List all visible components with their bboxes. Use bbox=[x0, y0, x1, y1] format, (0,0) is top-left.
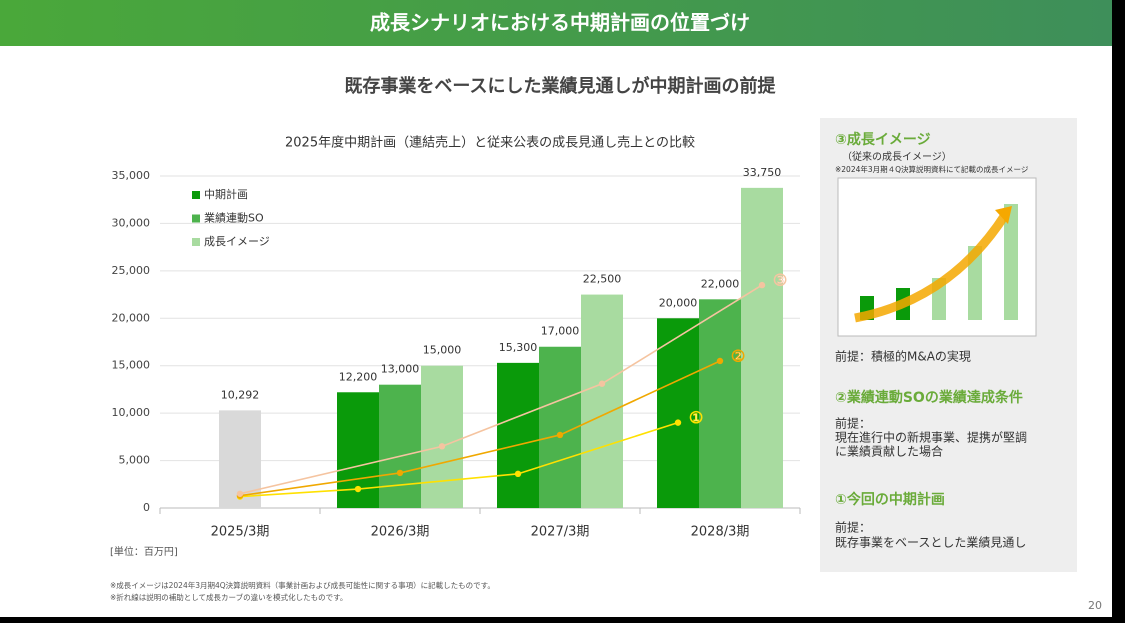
legend-swatch bbox=[192, 238, 200, 246]
panel-text: 既存事業をベースとした業績見通し bbox=[835, 536, 1026, 550]
bar bbox=[421, 365, 463, 508]
y-tick-label: 30,000 bbox=[112, 216, 151, 229]
panel-heading: ①今回の中期計画 bbox=[835, 491, 945, 508]
guide-point bbox=[716, 357, 724, 365]
x-tick-label: 2025/3期 bbox=[211, 525, 270, 540]
value-label: 15,000 bbox=[423, 344, 462, 357]
panel-text: 前提：積極的M&Aの実現 bbox=[835, 349, 971, 364]
legend-swatch bbox=[192, 191, 200, 199]
y-tick-label: 5,000 bbox=[119, 454, 151, 467]
footnote: ※成長イメージは2024年3月期4Q決算説明資料（事業計画および成長可能性に関す… bbox=[110, 580, 495, 590]
thumbnail-shape bbox=[1004, 204, 1018, 320]
guide-point bbox=[438, 443, 446, 450]
guide-line bbox=[239, 360, 721, 497]
footnote: ※折れ線は説明の補助として成長カーブの違いを模式化したものです。 bbox=[110, 592, 347, 602]
thumbnail-arrow bbox=[854, 212, 1009, 323]
line-label: ② bbox=[731, 346, 745, 365]
y-tick-label: 20,000 bbox=[112, 311, 151, 324]
value-label: 15,300 bbox=[499, 341, 538, 354]
legend-swatch bbox=[192, 214, 200, 223]
value-label: 22,000 bbox=[701, 277, 740, 290]
y-tick-label: 10,000 bbox=[112, 406, 151, 419]
value-label: 22,500 bbox=[583, 273, 622, 286]
x-tick-label: 2027/3期 bbox=[531, 525, 590, 540]
guide-line bbox=[239, 284, 763, 495]
bar bbox=[379, 384, 421, 508]
guide-point bbox=[674, 419, 682, 426]
bar bbox=[657, 318, 699, 508]
panel-text: 前提： bbox=[835, 520, 871, 535]
header-band bbox=[0, 0, 1112, 46]
value-label: 13,000 bbox=[381, 363, 420, 376]
panel-text: 前提： bbox=[835, 416, 871, 431]
value-label: 20,000 bbox=[659, 296, 698, 309]
y-tick-label: 25,000 bbox=[112, 264, 151, 277]
chart-title: 2025年度中期計画（連結売上）と従来公表の成長見通し売上との比較 bbox=[285, 135, 695, 151]
legend-label: 業績連動SO bbox=[204, 211, 264, 225]
value-label: 33,750 bbox=[743, 166, 782, 179]
thumbnail-arrowhead bbox=[995, 206, 1012, 224]
y-tick-label: 35,000 bbox=[112, 169, 151, 182]
guide-point bbox=[598, 380, 606, 387]
line-label: ① bbox=[689, 408, 703, 427]
page-number: 20 bbox=[1088, 599, 1102, 612]
thumbnail-shape bbox=[968, 246, 982, 320]
legend-label: 成長イメージ bbox=[204, 235, 270, 248]
value-label: 10,292 bbox=[221, 388, 260, 401]
unit-label: [単位：百万円] bbox=[110, 545, 178, 558]
guide-point bbox=[758, 281, 766, 289]
x-tick-label: 2028/3期 bbox=[691, 525, 750, 540]
panel-text: 現在進行中の新規事業、提携が堅調 bbox=[835, 430, 1027, 445]
guide-point bbox=[556, 431, 564, 439]
line-label: ③ bbox=[773, 271, 787, 290]
panel-note: ※2024年3月期４Q決算説明資料にて記載の成長イメージ bbox=[835, 164, 1029, 174]
guide-line bbox=[239, 421, 679, 498]
bar bbox=[741, 187, 783, 508]
panel-subheading: （従来の成長イメージ） bbox=[842, 150, 952, 163]
guide-point bbox=[236, 490, 244, 497]
header-title: 成長シナリオにおける中期計画の位置づけ bbox=[370, 11, 750, 35]
bar bbox=[699, 299, 741, 508]
value-label: 12,200 bbox=[339, 370, 378, 383]
value-label: 17,000 bbox=[541, 325, 580, 338]
guide-point bbox=[514, 470, 522, 478]
bar bbox=[581, 294, 623, 508]
panel-text: に業績貢献した場合 bbox=[835, 444, 943, 459]
guide-point bbox=[396, 469, 404, 477]
x-tick-label: 2026/3期 bbox=[371, 525, 430, 540]
thumbnail bbox=[837, 177, 1037, 337]
bar bbox=[539, 346, 581, 508]
subtitle: 既存事業をベースにした業績見通しが中期計画の前提 bbox=[344, 75, 776, 97]
y-tick-label: 0 bbox=[143, 501, 150, 514]
panel-heading: ②業績連動SOの業績達成条件 bbox=[835, 389, 1023, 406]
y-tick-label: 15,000 bbox=[112, 359, 151, 372]
legend-label: 中期計画 bbox=[204, 187, 248, 201]
guide-point bbox=[354, 485, 362, 493]
bar bbox=[497, 362, 539, 508]
panel-heading: ③成長イメージ bbox=[835, 131, 931, 148]
